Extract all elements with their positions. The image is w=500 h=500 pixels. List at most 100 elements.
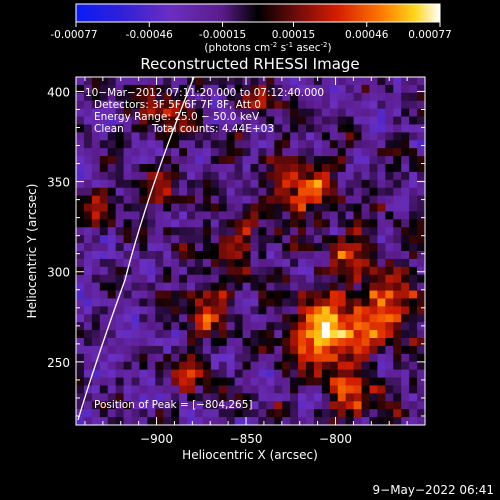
heatmap-cell [353, 235, 363, 244]
heatmap-cell [274, 227, 283, 236]
heatmap-cell [147, 266, 156, 276]
heatmap-cell [91, 298, 101, 307]
heatmap-cell [353, 330, 363, 339]
heatmap-cell [369, 401, 379, 410]
heatmap-cell [202, 401, 212, 410]
heatmap-cell [409, 409, 418, 418]
heatmap-cell [409, 266, 418, 276]
heatmap-cell [115, 211, 125, 220]
heatmap-cell [91, 148, 101, 157]
heatmap-cell [171, 156, 180, 165]
heatmap-cell [282, 124, 291, 133]
heatmap-cell [266, 385, 275, 394]
heatmap-cell [313, 274, 323, 284]
heatmap-cell [274, 219, 283, 228]
heatmap-cell [353, 266, 363, 276]
heatmap-cell [361, 330, 371, 339]
heatmap-cell [179, 369, 188, 379]
heatmap-cell [242, 108, 252, 118]
heatmap-cell [202, 140, 212, 149]
heatmap-cell [202, 330, 212, 339]
heatmap-cell [337, 132, 347, 141]
heatmap-cell [226, 84, 236, 94]
heatmap-cell [242, 132, 252, 141]
heatmap-cell [139, 369, 148, 379]
heatmap-cell [107, 140, 117, 149]
heatmap-cell [258, 251, 267, 260]
heatmap-cell [409, 401, 418, 410]
heatmap-cell [99, 409, 109, 418]
heatmap-cell [321, 314, 331, 323]
annotation-energy: Energy Range: 25.0 − 50.0 keV [94, 111, 260, 123]
heatmap-cell [321, 274, 331, 284]
heatmap-cell [83, 298, 93, 307]
heatmap-cell [187, 235, 196, 244]
heatmap-cell [107, 235, 117, 244]
heatmap-cell [282, 393, 291, 402]
heatmap-cell [99, 116, 109, 126]
colorbar-units: (photons cm-2 s-1 asec-2) [204, 41, 331, 54]
heatmap-cell [76, 148, 85, 157]
heatmap-cell [290, 171, 299, 181]
heatmap-cell [218, 148, 228, 157]
heatmap-cell [107, 401, 117, 410]
heatmap-cell [202, 92, 212, 102]
heatmap-cell [290, 314, 299, 323]
heatmap-cell [401, 100, 410, 110]
heatmap-cell [83, 353, 93, 363]
heatmap-cell [361, 417, 371, 425]
heatmap-cell [210, 84, 220, 94]
heatmap-cell [202, 171, 212, 181]
heatmap-cell [282, 290, 291, 300]
heatmap-cell [417, 116, 425, 126]
heatmap-cell [393, 108, 402, 118]
heatmap-cell [321, 330, 331, 339]
heatmap-cell [179, 84, 188, 94]
heatmap-cell [353, 211, 363, 220]
heatmap-cell [282, 187, 291, 197]
heatmap-cell [313, 156, 323, 165]
heatmap-cell [385, 140, 394, 149]
heatmap-cell [409, 179, 418, 189]
heatmap-cell [258, 353, 267, 363]
heatmap-cell [171, 140, 180, 149]
heatmap-cell [218, 314, 228, 323]
heatmap-cell [377, 385, 386, 394]
heatmap-cell [250, 330, 260, 339]
heatmap-cell [179, 219, 188, 228]
heatmap-cell [266, 156, 275, 165]
heatmap-cell [226, 195, 236, 205]
heatmap-cell [337, 179, 347, 189]
heatmap-cell [202, 164, 212, 173]
heatmap-cell [155, 338, 164, 347]
heatmap-cell [147, 171, 156, 181]
heatmap-cell [91, 187, 101, 197]
heatmap-cell [242, 124, 252, 133]
heatmap-cell [298, 116, 307, 126]
heatmap-cell [353, 377, 363, 387]
heatmap-cell [401, 219, 410, 228]
heatmap-cell [194, 132, 204, 141]
heatmap-cell [123, 84, 133, 94]
heatmap-cell [218, 132, 228, 141]
heatmap-cell [250, 203, 260, 213]
heatmap-cell [282, 84, 291, 94]
solar-limb [77, 77, 195, 421]
heatmap-cell [155, 235, 164, 244]
heatmap-cell [298, 203, 307, 213]
heatmap-cell [337, 385, 347, 394]
heatmap-cell [369, 140, 379, 149]
heatmap-cell [353, 290, 363, 300]
heatmap-cell [226, 132, 236, 141]
heatmap-cell [155, 108, 164, 118]
heatmap-cell [242, 100, 252, 110]
heatmap-cell [194, 306, 204, 315]
heatmap-cell [313, 314, 323, 323]
heatmap-cell [171, 92, 180, 102]
heatmap-cell [202, 77, 212, 86]
heatmap-cell [107, 243, 117, 252]
heatmap-cell [99, 330, 109, 339]
heatmap-cell [409, 345, 418, 355]
heatmap-cell [91, 108, 101, 118]
heatmap-cell [218, 274, 228, 284]
